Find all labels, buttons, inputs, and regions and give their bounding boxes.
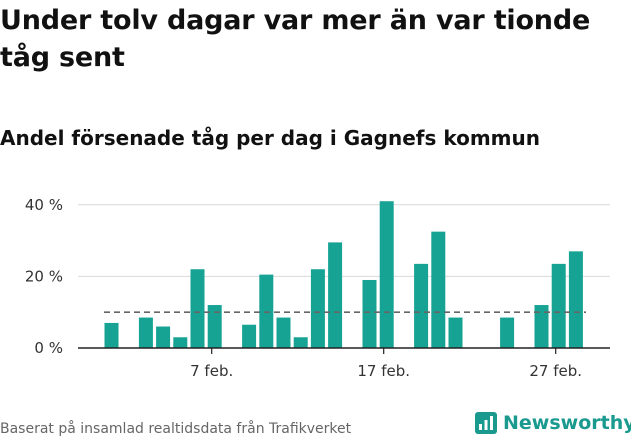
y-tick-labels: 0 % 20 % 40 % [25, 196, 63, 357]
grid-lines [78, 204, 610, 277]
bar [448, 317, 463, 348]
brand-name: Newsworthy [503, 412, 631, 434]
bar [138, 317, 153, 348]
y-tick-label: 0 % [34, 339, 63, 357]
bar [414, 263, 429, 348]
bar [328, 242, 343, 348]
bar [242, 324, 257, 348]
bar [551, 263, 566, 348]
x-tick-label: 7 feb. [190, 362, 233, 380]
x-tick-label: 17 feb. [357, 362, 410, 380]
bar [534, 305, 549, 348]
bar [104, 322, 119, 348]
bar [568, 251, 583, 348]
bar [362, 279, 377, 348]
bars [104, 201, 583, 348]
y-tick-label: 40 % [25, 196, 63, 214]
bar [293, 337, 308, 348]
bar-chart: 0 % 20 % 40 % 7 feb. 17 feb. 27 feb. [25, 196, 610, 380]
y-tick-label: 20 % [25, 267, 63, 285]
bar [173, 337, 188, 348]
chart-subtitle: Andel försenade tåg per dag i Gagnefs ko… [0, 126, 540, 150]
x-tick-label: 27 feb. [529, 362, 582, 380]
chart-title: Under tolv dagar var mer än var tionde t… [0, 5, 591, 73]
source-note: Baserat på insamlad realtidsdata från Tr… [0, 421, 352, 437]
bar [379, 201, 394, 348]
bar [156, 326, 171, 348]
bar [500, 317, 515, 348]
bar [259, 274, 274, 348]
bar [190, 269, 205, 348]
bar [207, 305, 222, 348]
bar [310, 269, 325, 348]
bar [276, 317, 291, 348]
brand: Newsworthy [475, 408, 631, 438]
newsworthy-logo-icon [475, 412, 497, 434]
bar [431, 231, 446, 348]
x-tick-marks: 7 feb. 17 feb. 27 feb. [190, 348, 582, 380]
